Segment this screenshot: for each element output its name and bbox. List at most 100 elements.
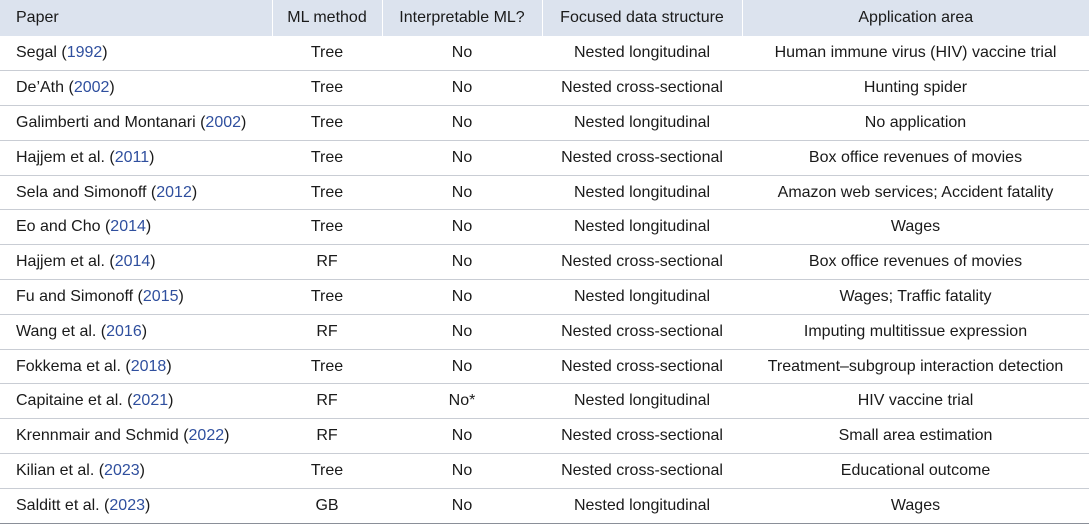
ml-method-cell: Tree: [310, 287, 344, 305]
ml-method-cell: Tree: [310, 148, 344, 166]
citation-year-link[interactable]: 2002: [205, 113, 242, 131]
paper-authors: Capitaine et al.: [16, 392, 123, 410]
data-structure-cell: Nested longitudinal: [573, 44, 711, 62]
header-application-area: Application area: [858, 9, 974, 26]
ml-method-cell: Tree: [310, 79, 344, 97]
application-area-cell: Educational outcome: [840, 461, 991, 479]
citation-year-link[interactable]: 2018: [130, 357, 167, 375]
interpretable-cell: No: [451, 287, 473, 305]
paper-authors: Krennmair and Schmid: [16, 427, 179, 445]
header-paper: Paper: [0, 0, 273, 36]
application-area-cell: Small area estimation: [838, 427, 993, 445]
data-structure-cell: Nested longitudinal: [573, 496, 711, 514]
table-row: Krennmair and Schmid (2022) RF No Nested cr…: [0, 419, 1089, 454]
citation-year-link[interactable]: 2023: [109, 496, 145, 514]
paper-authors: Galimberti and Montanari: [16, 113, 196, 131]
paper-cell: Fokkema et al. (2018): [16, 357, 172, 375]
citation-year-link[interactable]: 1992: [66, 44, 103, 62]
paper-cell: Galimberti and Montanari (2002): [16, 113, 247, 131]
citation-year-link[interactable]: 2012: [156, 183, 192, 201]
paper-cell: Fu and Simonoff (2015): [16, 287, 184, 305]
data-structure-cell: Nested cross-sectional: [561, 461, 723, 479]
interpretable-cell: No: [451, 253, 473, 271]
table-row: Sela and Simonoff (2012) Tree No Nested lon…: [0, 175, 1089, 210]
citation-year-link[interactable]: 2011: [114, 148, 150, 166]
table-row: Capitaine et al. (2021) RF No* Nested longi…: [0, 384, 1089, 419]
ml-method-cell: Tree: [310, 218, 344, 236]
table-row: Wang et al. (2016) RF No Nested cross-secti…: [0, 314, 1089, 350]
data-structure-cell: Nested cross-sectional: [561, 253, 723, 271]
interpretable-cell: No: [451, 44, 473, 62]
application-area-cell: Human immune virus (HIV) vaccine trial: [774, 44, 1057, 62]
application-area-cell: Imputing multitissue expression: [803, 322, 1028, 340]
table-row: Hajjem et al. (2011) Tree No Nested cross-s…: [0, 140, 1089, 176]
application-area-cell: Box office revenues of movies: [808, 148, 1023, 166]
paper-cell: Segal (1992): [16, 44, 108, 62]
interpretable-cell: No: [451, 427, 473, 445]
header-interpretable: Interpretable ML?: [382, 0, 543, 36]
paper-cell: Kilian et al. (2023): [16, 461, 145, 479]
paper-authors: Salditt et al.: [16, 496, 100, 514]
table-row: Salditt et al. (2023) GB No Nested longitud…: [0, 488, 1089, 524]
ml-method-cell: RF: [316, 322, 338, 340]
data-structure-cell: Nested longitudinal: [573, 392, 711, 410]
data-structure-cell: Nested cross-sectional: [561, 79, 723, 97]
ml-method-cell: RF: [316, 253, 338, 271]
header-data-structure: Focused data structure: [542, 0, 743, 36]
ml-method-cell: Tree: [310, 461, 344, 479]
paper-cell: Hajjem et al. (2011): [16, 148, 155, 166]
application-area-cell: Wages: [890, 218, 941, 236]
paper-cell: Salditt et al. (2023): [16, 496, 151, 514]
data-structure-cell: Nested cross-sectional: [561, 148, 723, 166]
ml-method-cell: Tree: [310, 183, 344, 201]
paper-cell: Sela and Simonoff (2012): [16, 183, 198, 201]
table-row: Segal (1992) Tree No Nested longitudinal Hum…: [0, 36, 1089, 71]
paper-authors: De’Ath: [16, 79, 65, 97]
table-row: De’Ath (2002) Tree No Nested cross-sectiona…: [0, 71, 1089, 106]
data-structure-cell: Nested cross-sectional: [561, 427, 723, 445]
table-row: Fokkema et al. (2018) Tree No Nested cross-…: [0, 349, 1089, 384]
citation-year-link[interactable]: 2021: [132, 392, 169, 410]
header-row: Paper ML method Interpretable ML? Focuse…: [0, 0, 1089, 36]
interpretable-cell: No: [451, 148, 473, 166]
ml-method-cell: Tree: [310, 357, 344, 375]
paper-cell: Hajjem et al. (2014): [16, 253, 156, 271]
application-area-cell: No application: [864, 113, 967, 131]
citation-year-link[interactable]: 2016: [106, 322, 142, 340]
data-structure-cell: Nested cross-sectional: [561, 322, 723, 340]
ml-method-cell: Tree: [310, 113, 344, 131]
header-ml-method: ML method: [272, 0, 383, 36]
ml-method-cell: Tree: [310, 44, 344, 62]
data-structure-cell: Nested longitudinal: [573, 287, 711, 305]
paper-authors: Sela and Simonoff: [16, 183, 147, 201]
paper-authors: Segal: [16, 44, 57, 62]
application-area-cell: Box office revenues of movies: [808, 253, 1023, 271]
paper-authors: Wang et al.: [16, 322, 97, 340]
paper-cell: Capitaine et al. (2021): [16, 392, 174, 410]
citation-year-link[interactable]: 2014: [114, 253, 151, 271]
data-structure-cell: Nested longitudinal: [573, 218, 711, 236]
interpretable-cell: No: [451, 461, 473, 479]
application-area-cell: Amazon web services; Accident fatality: [777, 183, 1054, 201]
interpretable-cell: No: [451, 113, 473, 131]
citation-year-link[interactable]: 2023: [104, 461, 140, 479]
paper-cell: Krennmair and Schmid (2022): [16, 427, 230, 445]
citation-year-link[interactable]: 2014: [110, 218, 146, 236]
citation-year-link[interactable]: 2015: [142, 287, 179, 305]
interpretable-cell: No: [451, 183, 473, 201]
citation-year-link[interactable]: 2002: [73, 79, 110, 97]
citation-year-link[interactable]: 2022: [188, 427, 225, 445]
interpretable-cell: No: [451, 79, 473, 97]
paper-authors: Fokkema et al.: [16, 357, 121, 375]
interpretable-cell: No: [451, 322, 473, 340]
paper-authors: Kilian et al.: [16, 461, 95, 479]
paper-authors: Eo and Cho: [16, 218, 101, 236]
ml-method-cell: RF: [316, 392, 338, 410]
paper-authors: Hajjem et al.: [16, 148, 105, 166]
table-row: Kilian et al. (2023) Tree No Nested cross-s…: [0, 454, 1089, 489]
application-area-cell: Treatment–subgroup interaction detection: [767, 357, 1064, 375]
table-row: Eo and Cho (2014) Tree No Nested longitudin…: [0, 210, 1089, 245]
data-structure-cell: Nested longitudinal: [573, 113, 711, 131]
data-structure-cell: Nested longitudinal: [573, 183, 711, 201]
